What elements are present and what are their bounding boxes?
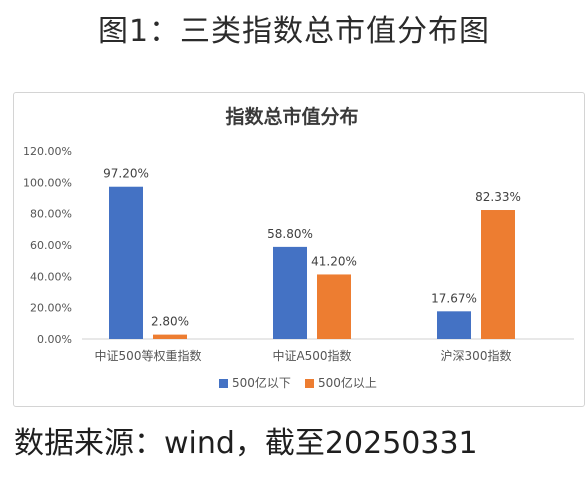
data-label: 2.80%: [151, 315, 189, 329]
figure-title: 图1：三类指数总市值分布图: [97, 14, 491, 49]
y-axis: 0.00% 20.00% 40.00% 60.00% 80.00% 100.00% 120.…: [23, 145, 72, 346]
x-axis: 中证500等权重指数 中证A500指数 沪深300指数: [95, 348, 512, 363]
legend: 500亿以下 500亿以上: [219, 375, 377, 390]
y-tick-label: 60.00%: [30, 239, 72, 252]
x-tick-label: 沪深300指数: [441, 348, 512, 363]
y-tick-label: 0.00%: [37, 333, 72, 346]
bar-chart: 指数总市值分布 0.00% 20.00% 40.00% 60.00% 80.00% 100…: [23, 105, 574, 390]
bar-above-500: [153, 334, 187, 339]
data-label: 82.33%: [475, 190, 521, 204]
y-tick-label: 80.00%: [30, 208, 72, 221]
data-label: 17.67%: [431, 291, 477, 305]
data-label: 58.80%: [267, 227, 313, 241]
y-tick-label: 100.00%: [23, 176, 72, 189]
bar-below-500: [437, 311, 471, 339]
chart-frame: 指数总市值分布 0.00% 20.00% 40.00% 60.00% 80.00% 100…: [13, 92, 585, 407]
x-tick-label: 中证500等权重指数: [95, 348, 202, 363]
y-tick-label: 40.00%: [30, 270, 72, 283]
bar-above-500: [481, 210, 515, 339]
bar-above-500: [317, 274, 351, 339]
legend-label: 500亿以上: [318, 375, 377, 390]
bars-group: 97.20% 2.80% 58.80% 41.20% 17.67% 82.33%: [103, 167, 521, 339]
bar-below-500: [273, 246, 307, 339]
source-note: 数据来源：wind，截至20250331: [14, 426, 478, 461]
chart-title: 指数总市值分布: [225, 105, 358, 128]
legend-label: 500亿以下: [232, 375, 291, 390]
legend-swatch: [219, 379, 228, 388]
data-label: 41.20%: [311, 254, 357, 268]
y-tick-label: 120.00%: [23, 145, 72, 158]
x-tick-label: 中证A500指数: [272, 348, 351, 363]
data-label: 97.20%: [103, 167, 149, 181]
legend-swatch: [305, 379, 314, 388]
bar-below-500: [109, 186, 143, 339]
y-tick-label: 20.00%: [30, 302, 72, 315]
